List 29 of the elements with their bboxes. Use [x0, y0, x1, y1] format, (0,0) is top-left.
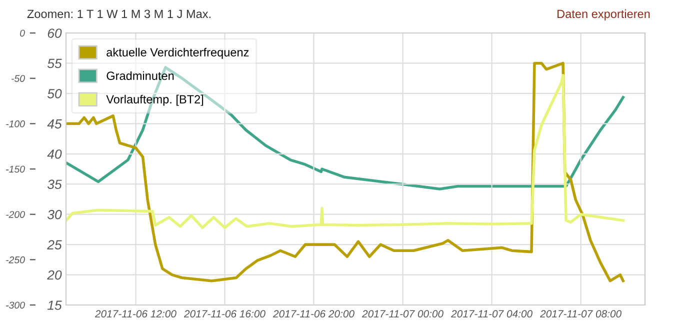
y2-tick-label: -150	[6, 166, 25, 173]
y2-tick-label: -250	[6, 256, 25, 264]
line-series	[66, 66, 625, 190]
y2-tick-label: -200	[6, 211, 25, 218]
y-tick-label: 45	[47, 119, 62, 129]
y-tick-label: 20	[47, 270, 62, 280]
x-tick-label: 2017-11-06 16:00	[184, 310, 266, 318]
y2-tick-label: -300	[6, 302, 25, 309]
y-tick-label: 15	[48, 300, 62, 310]
y-tick-label: 40	[47, 149, 62, 159]
legend-label: Vorlauftemp. [BT2]	[106, 94, 204, 106]
text: Daten exportieren	[558, 9, 650, 20]
x-tick-label: 2017-11-06 20:00	[272, 310, 354, 318]
y-tick-label: 60	[48, 28, 62, 38]
x-tick-label: 2017-11-07 00:00	[362, 310, 444, 318]
legend-label: Gradminuten	[106, 71, 174, 80]
legend-label: aktuelle Verdichterfrequenz	[106, 48, 249, 59]
x-tick-label: 2017-11-07 04:00	[451, 310, 532, 318]
y2-tick-label: -100	[6, 120, 25, 128]
y-tick-label: 50	[47, 89, 62, 98]
y2-tick-label: -50	[11, 75, 25, 82]
text: Zoomen: 1 T 1 W 1 M 3 M 1 J Max.	[27, 10, 210, 18]
y-tick-label: 35	[47, 180, 62, 190]
y-tick-label: 30	[47, 210, 62, 220]
x-tick-label: 2017-11-06 12:00	[94, 310, 176, 318]
y-tick-label: 55	[47, 58, 62, 68]
y2-tick-label: 0	[20, 30, 25, 37]
x-tick-label: 2017-11-07 08:00	[540, 310, 622, 318]
y-tick-label: 25	[47, 240, 62, 250]
